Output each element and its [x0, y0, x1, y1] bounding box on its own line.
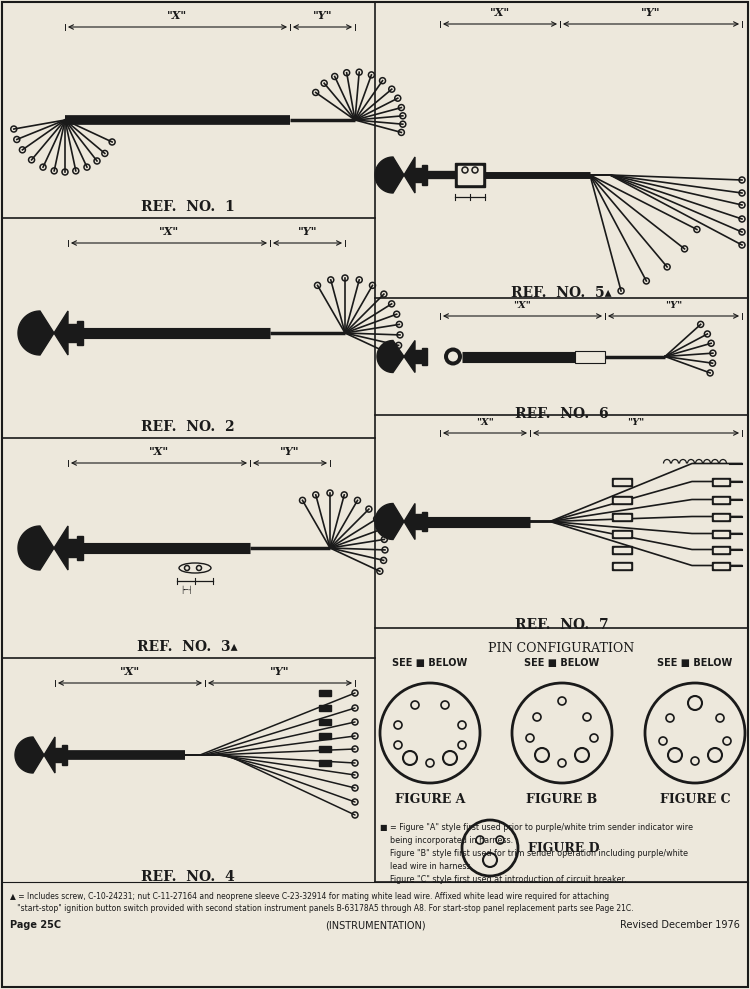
Bar [712, 562, 730, 570]
Text: "X": "X" [149, 446, 169, 457]
Text: "Y": "Y" [641, 7, 661, 18]
Text: "Y": "Y" [627, 418, 644, 427]
Text: "Y": "Y" [298, 226, 317, 237]
Bar [714, 548, 728, 552]
Text: SEE ■ BELOW: SEE ■ BELOW [657, 658, 733, 668]
Text: PIN CONFIGURATION: PIN CONFIGURATION [488, 642, 634, 655]
Polygon shape [18, 311, 68, 355]
Text: REF.  NO.  1: REF. NO. 1 [141, 200, 234, 214]
Text: SEE ■ BELOW: SEE ■ BELOW [524, 658, 600, 668]
Text: Figure "B" style first used for trim sender operation including purple/white: Figure "B" style first used for trim sen… [380, 849, 688, 858]
Bar [712, 478, 730, 486]
Bar [319, 733, 331, 739]
Text: "X": "X" [514, 301, 532, 310]
Bar [319, 705, 331, 711]
Text: "X": "X" [159, 226, 179, 237]
Bar [614, 548, 630, 552]
Bar [614, 497, 630, 501]
Text: SEE ■ BELOW: SEE ■ BELOW [392, 658, 468, 668]
Text: (INSTRUMENTATION): (INSTRUMENTATION) [325, 920, 425, 930]
Text: REF.  NO.  3▴: REF. NO. 3▴ [137, 640, 238, 654]
Polygon shape [375, 503, 415, 540]
Bar [614, 480, 630, 484]
Text: "X": "X" [490, 7, 510, 18]
Polygon shape [415, 165, 427, 185]
Polygon shape [68, 536, 83, 560]
Text: REF.  NO.  5▴: REF. NO. 5▴ [512, 286, 612, 300]
Bar [319, 719, 331, 725]
Bar [714, 531, 728, 535]
Text: "X": "X" [120, 666, 140, 677]
Text: REF.  NO.  2: REF. NO. 2 [141, 420, 234, 434]
Bar [714, 514, 728, 518]
Polygon shape [68, 321, 83, 345]
Polygon shape [55, 746, 67, 764]
Bar [712, 512, 730, 520]
Text: ├─┤: ├─┤ [181, 586, 194, 594]
Polygon shape [415, 348, 427, 365]
Circle shape [444, 347, 462, 366]
Text: FIGURE D: FIGURE D [528, 842, 599, 854]
Bar [458, 166, 482, 184]
Text: "Y": "Y" [313, 10, 332, 21]
Bar [612, 512, 632, 520]
Bar [712, 495, 730, 503]
Text: FIGURE C: FIGURE C [660, 793, 730, 806]
Bar [712, 529, 730, 537]
Text: "X": "X" [476, 418, 494, 427]
Bar [614, 531, 630, 535]
Text: "Y": "Y" [270, 666, 290, 677]
Bar [714, 497, 728, 501]
Text: REF.  NO.  7: REF. NO. 7 [514, 618, 608, 632]
Bar [612, 478, 632, 486]
Bar [319, 690, 331, 696]
Bar [712, 546, 730, 554]
Text: "X": "X" [167, 10, 188, 21]
Polygon shape [377, 340, 415, 373]
Text: being incorporated in harness.: being incorporated in harness. [380, 836, 513, 845]
Text: ▲ = Includes screw, C-10-24231; nut C-11-27164 and neoprene sleeve C-23-32914 fo: ▲ = Includes screw, C-10-24231; nut C-11… [10, 892, 609, 901]
Bar [455, 163, 485, 187]
Text: Figure "C" style first used at introduction of circuit breaker.: Figure "C" style first used at introduct… [380, 875, 627, 884]
Text: "Y": "Y" [664, 301, 682, 310]
Text: FIGURE B: FIGURE B [526, 793, 598, 806]
Text: REF.  NO.  6: REF. NO. 6 [514, 407, 608, 421]
Bar [714, 480, 728, 484]
Text: Revised December 1976: Revised December 1976 [620, 920, 740, 930]
Text: "Y": "Y" [280, 446, 300, 457]
Text: FIGURE A: FIGURE A [394, 793, 465, 806]
Text: Page 25C: Page 25C [10, 920, 62, 930]
Bar [612, 495, 632, 503]
Bar [319, 746, 331, 752]
Polygon shape [15, 737, 55, 773]
Circle shape [448, 351, 458, 362]
Bar [319, 760, 331, 766]
Bar [612, 529, 632, 537]
Polygon shape [18, 526, 68, 570]
Bar [612, 546, 632, 554]
Text: "start-stop" ignition button switch provided with second station instrument pane: "start-stop" ignition button switch prov… [10, 904, 634, 913]
Text: lead wire in harness.: lead wire in harness. [380, 862, 473, 871]
Text: ■ = Figure "A" style first used prior to purple/white trim sender indicator wire: ■ = Figure "A" style first used prior to… [380, 823, 693, 832]
Bar [575, 350, 605, 363]
Polygon shape [415, 512, 427, 531]
Bar [614, 564, 630, 568]
Bar [612, 562, 632, 570]
Polygon shape [375, 157, 415, 193]
Bar [714, 564, 728, 568]
Bar [614, 514, 630, 518]
Text: REF.  NO.  4: REF. NO. 4 [141, 870, 234, 884]
